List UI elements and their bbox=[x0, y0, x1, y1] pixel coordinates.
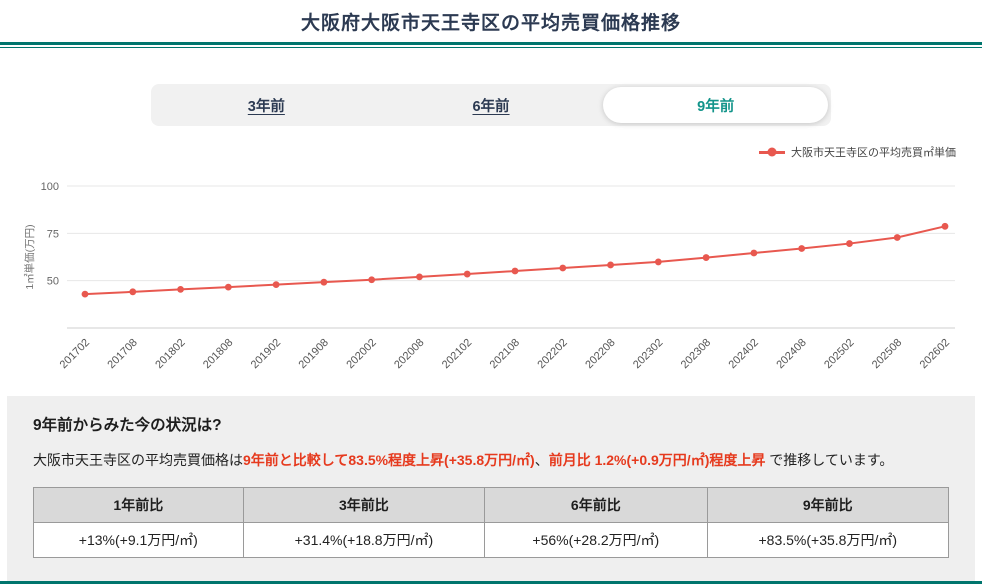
x-tick-label: 202402 bbox=[727, 337, 761, 371]
x-tick-label: 201908 bbox=[297, 337, 331, 371]
x-tick-label: 202202 bbox=[535, 337, 569, 371]
data-point[interactable] bbox=[463, 270, 471, 278]
tab-label: 9年前 bbox=[697, 98, 735, 115]
comparison-header-cell: 3年前比 bbox=[242, 486, 486, 523]
summary-text-part: 大阪市天王寺区の平均売買価格は bbox=[33, 452, 243, 468]
page-header: 大阪府大阪市天王寺区の平均売買価格推移 bbox=[0, 0, 982, 48]
tab-9-years-ago[interactable]: 9年前 bbox=[603, 87, 829, 123]
comparison-header-cell: 9年前比 bbox=[706, 486, 949, 523]
comparison-table-value-row: +13%(+9.1万円/㎡) +31.4%(+18.8万円/㎡) +56%(+28.… bbox=[33, 521, 949, 558]
x-tick-label: 201708 bbox=[105, 337, 139, 371]
title-rule-thin bbox=[0, 47, 982, 48]
tab-6-years-ago[interactable]: 6年前 bbox=[379, 87, 604, 123]
data-point[interactable] bbox=[846, 240, 853, 247]
x-tick-label: 202408 bbox=[774, 337, 808, 371]
data-point[interactable] bbox=[654, 258, 662, 266]
title-rule-thick bbox=[0, 42, 982, 45]
data-point[interactable] bbox=[798, 245, 806, 252]
x-tick-label: 202108 bbox=[488, 337, 522, 371]
x-tick-label: 202102 bbox=[440, 337, 474, 371]
x-tick-label: 201808 bbox=[201, 337, 235, 371]
comparison-value-cell: +13%(+9.1万円/㎡) bbox=[33, 521, 244, 558]
data-point[interactable] bbox=[702, 254, 710, 261]
tab-label: 6年前 bbox=[472, 98, 510, 115]
comparison-value-cell: +83.5%(+35.8万円/㎡) bbox=[706, 521, 949, 558]
summary-text-part: で推移しています。 bbox=[765, 452, 894, 468]
comparison-table-header-row: 1年前比 3年前比 6年前比 9年前比 bbox=[33, 486, 949, 523]
x-tick-label: 202508 bbox=[870, 337, 904, 371]
period-tabbar: 3年前 6年前 9年前 bbox=[151, 84, 831, 126]
x-tick-label: 201902 bbox=[249, 337, 283, 371]
summary-panel: 9年前からみた今の状況は? 大阪市天王寺区の平均売買価格は9年前と比較して83.… bbox=[7, 396, 975, 581]
legend-label: 大阪市天王寺区の平均売買㎡単価 bbox=[791, 147, 956, 159]
summary-text: 大阪市天王寺区の平均売買価格は9年前と比較して83.5%程度上昇(+35.8万円… bbox=[33, 448, 949, 473]
x-tick-label: 202502 bbox=[822, 337, 856, 371]
x-tick-label: 201702 bbox=[58, 337, 92, 371]
y-tick-label: 50 bbox=[47, 276, 59, 288]
comparison-table: 1年前比 3年前比 6年前比 9年前比 +13%(+9.1万円/㎡) +31.4%(+1… bbox=[33, 486, 949, 558]
x-tick-label: 202602 bbox=[918, 337, 952, 371]
x-tick-label: 202002 bbox=[344, 337, 378, 371]
data-point[interactable] bbox=[320, 278, 328, 286]
summary-text-part: 、 bbox=[534, 452, 549, 468]
comparison-value-cell: +31.4%(+18.8万円/㎡) bbox=[242, 521, 486, 558]
price-line bbox=[84, 225, 946, 296]
data-point[interactable] bbox=[511, 267, 519, 275]
comparison-value-cell: +56%(+28.2万円/㎡) bbox=[484, 521, 708, 558]
data-point[interactable] bbox=[368, 276, 376, 284]
data-point[interactable] bbox=[750, 249, 758, 257]
legend-line-marker bbox=[759, 147, 785, 157]
data-point[interactable] bbox=[559, 264, 567, 272]
price-trend-chart: 50 75 100 201702 201708 201802 201808 201902 201… bbox=[21, 170, 961, 376]
y-tick-label: 75 bbox=[47, 228, 59, 240]
x-tick-label: 201802 bbox=[153, 337, 187, 371]
y-axis-label: 1㎡単価(万円) bbox=[23, 224, 36, 289]
data-point[interactable] bbox=[177, 285, 184, 293]
comparison-header-cell: 6年前比 bbox=[484, 486, 708, 523]
summary-text-emphasis: 前月比 1.2%(+0.9万円/㎡)程度上昇 bbox=[548, 452, 766, 468]
x-tick-label: 202308 bbox=[679, 337, 713, 371]
x-tick-label: 202008 bbox=[392, 337, 426, 371]
summary-text-emphasis: 9年前と比較して83.5%程度上昇(+35.8万円/㎡) bbox=[243, 452, 535, 468]
tab-label: 3年前 bbox=[247, 98, 285, 115]
comparison-header-cell: 1年前比 bbox=[33, 486, 244, 523]
data-point[interactable] bbox=[129, 288, 137, 296]
data-point[interactable] bbox=[416, 273, 423, 281]
data-point[interactable] bbox=[607, 261, 614, 269]
x-tick-label: 202208 bbox=[583, 337, 617, 371]
data-point[interactable] bbox=[224, 283, 232, 291]
tab-3-years-ago[interactable]: 3年前 bbox=[154, 87, 379, 123]
price-trend-chart-svg: 50 75 100 201702 201708 201802 201808 201902 201… bbox=[23, 181, 955, 371]
title-rule-gap bbox=[0, 45, 982, 47]
data-point[interactable] bbox=[81, 290, 89, 298]
summary-heading: 9年前からみた今の状況は? bbox=[33, 417, 222, 434]
data-point[interactable] bbox=[272, 281, 280, 289]
x-tick-label: 202302 bbox=[631, 337, 665, 371]
data-point[interactable] bbox=[941, 222, 949, 230]
y-tick-label: 100 bbox=[41, 181, 59, 193]
chart-legend[interactable]: 大阪市天王寺区の平均売買㎡単価 bbox=[0, 126, 982, 164]
data-point[interactable] bbox=[893, 234, 901, 241]
page-title: 大阪府大阪市天王寺区の平均売買価格推移 bbox=[300, 13, 681, 34]
chart-section: 3年前 6年前 9年前 大阪市天王寺区の平均売買㎡単価 50 75 100 201702 2… bbox=[0, 48, 982, 376]
legend-dot-icon bbox=[767, 147, 777, 157]
